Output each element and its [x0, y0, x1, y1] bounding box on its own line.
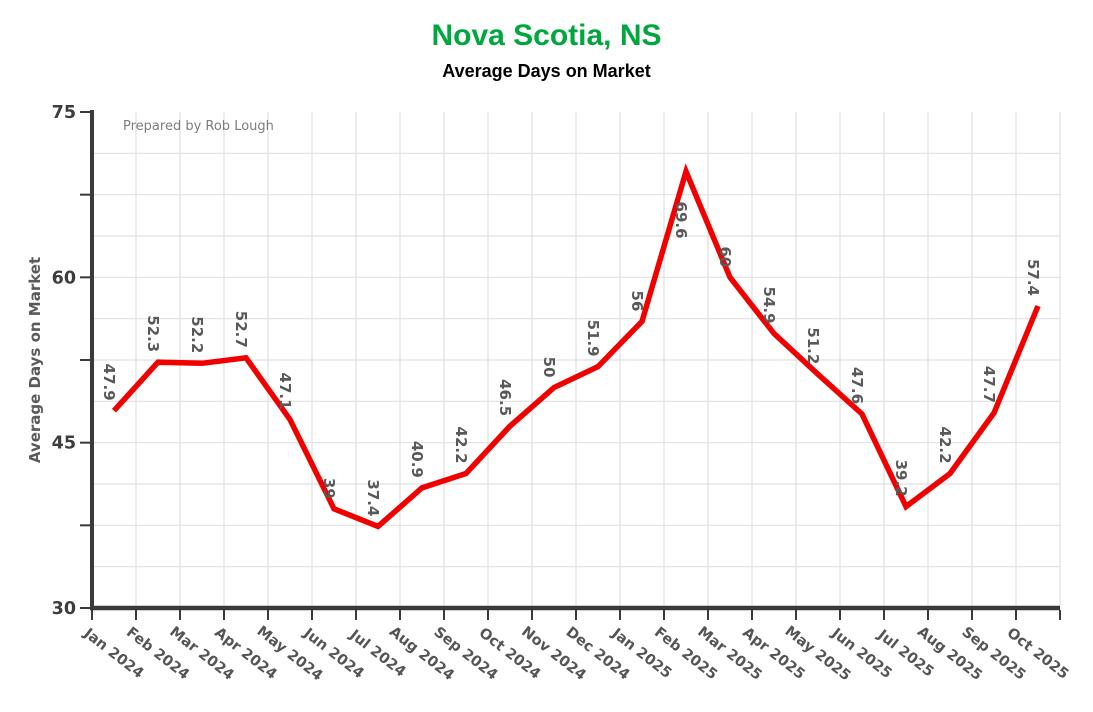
data-point-label: 60: [716, 246, 734, 267]
chart-title: Nova Scotia, NS: [431, 19, 662, 52]
prepared-by-annotation: Prepared by Rob Lough: [123, 119, 274, 134]
data-point-label: 39: [320, 478, 338, 499]
data-point-label: 37.4: [364, 479, 382, 516]
data-point-label: 47.7: [980, 366, 998, 403]
data-point-label: 40.9: [408, 441, 426, 478]
data-point-label: 39.2: [892, 460, 910, 497]
data-point-label: 46.5: [496, 379, 514, 416]
data-point-label: 47.6: [848, 367, 866, 404]
y-tick-label: 60: [52, 268, 76, 288]
data-point-label: 52.7: [232, 311, 250, 348]
data-point-label: 52.2: [188, 316, 206, 353]
data-point-label: 51.9: [584, 320, 602, 357]
data-point-label: 56: [628, 291, 646, 312]
data-point-label: 57.4: [1024, 259, 1042, 296]
y-tick-label: 45: [52, 434, 76, 454]
data-point-label: 47.9: [100, 364, 118, 401]
data-point-label: 42.2: [452, 427, 470, 464]
y-tick-label: 75: [52, 103, 76, 123]
data-point-label: 69.6: [672, 202, 690, 239]
data-point-label: 47.1: [276, 373, 294, 410]
y-axis-title: Average Days on Market: [26, 257, 44, 463]
data-point-label: 42.2: [936, 427, 954, 464]
data-point-label: 50: [540, 357, 558, 378]
series-line: [111, 163, 1041, 530]
data-point-label: 52.3: [144, 315, 162, 352]
y-tick-label: 30: [52, 599, 76, 619]
data-point-label: 51.2: [804, 327, 822, 364]
data-point-label: 54.9: [760, 287, 778, 324]
chart-subtitle: Average Days on Market: [442, 61, 651, 81]
